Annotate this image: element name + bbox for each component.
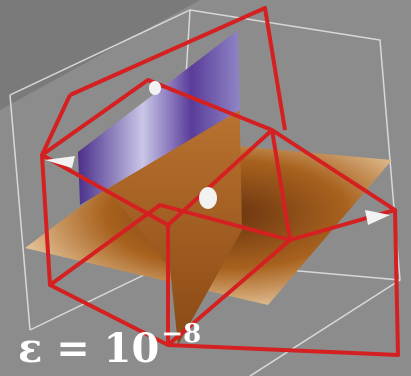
- scene: ε = 10 −8: [0, 0, 411, 376]
- caption: ε = 10: [18, 325, 159, 372]
- page: ε = 10 −8 (() => { const data = JSON.par…: [0, 0, 411, 376]
- caption-exponent: −8: [161, 319, 201, 349]
